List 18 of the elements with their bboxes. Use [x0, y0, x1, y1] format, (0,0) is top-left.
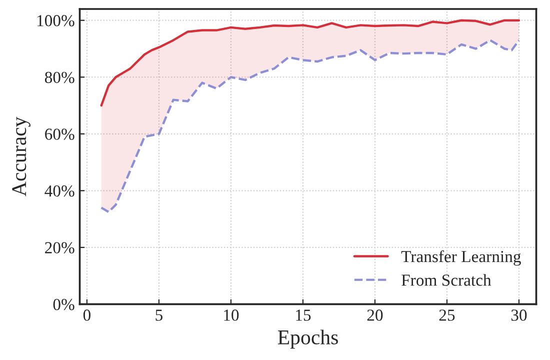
legend-label: From Scratch	[402, 274, 492, 286]
line-series	[100, 19, 520, 107]
x-tick-label: 10	[224, 310, 239, 321]
y-tick-label: 40%	[44, 185, 74, 197]
x-tick-label: 0	[83, 310, 90, 321]
x-tick-label: 25	[439, 310, 455, 321]
x-tick-label: 30	[511, 310, 527, 321]
x-tick-label: 20	[367, 310, 383, 321]
legend-label: Transfer Learning	[401, 250, 521, 266]
x-axis-title: Epochs	[278, 330, 338, 349]
y-tick-label: 20%	[45, 242, 74, 254]
x-tick-label: 5	[156, 310, 162, 321]
x-tick-label: 15	[296, 310, 311, 321]
y-tick-label: 100%	[37, 15, 74, 26]
y-tick-label: 80%	[44, 72, 74, 84]
y-axis-title: Accuracy	[12, 116, 30, 196]
y-tick-label: 0%	[53, 298, 74, 310]
y-tick-label: 60%	[45, 128, 74, 140]
